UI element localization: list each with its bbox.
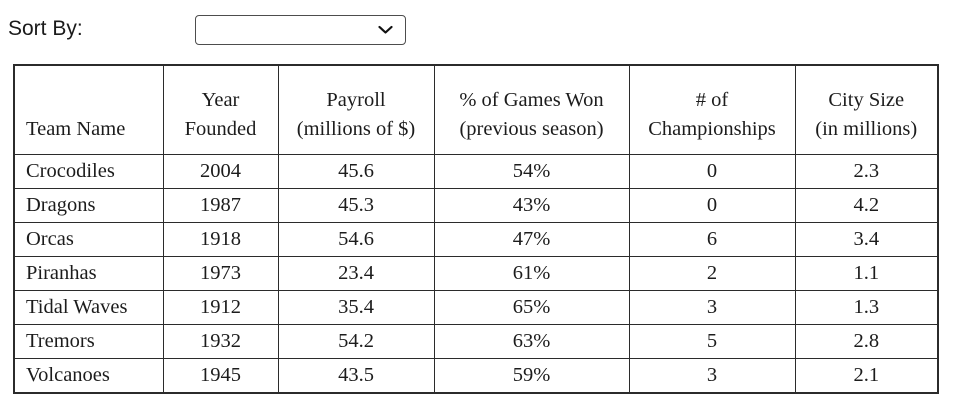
cell-championships: 3: [628, 358, 796, 394]
cell-payroll: 45.6: [277, 154, 435, 189]
cell-championships: 3: [628, 290, 796, 325]
cell-city-size: 1.1: [794, 256, 939, 291]
cell-games-won: 47%: [433, 222, 630, 257]
table-row: Orcas 1918 54.6 47% 6 3.4: [13, 222, 939, 257]
table-row: Tremors 1932 54.2 63% 5 2.8: [13, 324, 939, 359]
cell-games-won: 63%: [433, 324, 630, 359]
table-row: Crocodiles 2004 45.6 54% 0 2.3: [13, 154, 939, 189]
cell-team-name: Tremors: [13, 324, 164, 359]
header-row: Team Name Year Founded Payroll (millions…: [13, 64, 939, 155]
cell-payroll: 43.5: [277, 358, 435, 394]
cell-team-name: Dragons: [13, 188, 164, 223]
cell-games-won: 65%: [433, 290, 630, 325]
table-body: Crocodiles 2004 45.6 54% 0 2.3 Dragons 1…: [13, 154, 939, 394]
cell-team-name: Tidal Waves: [13, 290, 164, 325]
cell-year-founded: 1912: [162, 290, 279, 325]
cell-year-founded: 1973: [162, 256, 279, 291]
cell-city-size: 2.3: [794, 154, 939, 189]
column-header-city-size: City Size (in millions): [794, 64, 939, 155]
table-row: Tidal Waves 1912 35.4 65% 3 1.3: [13, 290, 939, 325]
cell-team-name: Orcas: [13, 222, 164, 257]
cell-championships: 2: [628, 256, 796, 291]
cell-games-won: 61%: [433, 256, 630, 291]
column-header-team-name: Team Name: [13, 64, 164, 155]
cell-city-size: 4.2: [794, 188, 939, 223]
cell-championships: 6: [628, 222, 796, 257]
cell-payroll: 35.4: [277, 290, 435, 325]
cell-city-size: 2.1: [794, 358, 939, 394]
cell-championships: 5: [628, 324, 796, 359]
cell-city-size: 1.3: [794, 290, 939, 325]
cell-payroll: 54.6: [277, 222, 435, 257]
cell-year-founded: 2004: [162, 154, 279, 189]
cell-payroll: 45.3: [277, 188, 435, 223]
cell-year-founded: 1945: [162, 358, 279, 394]
cell-games-won: 54%: [433, 154, 630, 189]
sort-by-select-wrap: [195, 15, 406, 45]
cell-year-founded: 1987: [162, 188, 279, 223]
cell-year-founded: 1918: [162, 222, 279, 257]
cell-championships: 0: [628, 154, 796, 189]
sort-by-select[interactable]: [195, 15, 406, 45]
cell-team-name: Volcanoes: [13, 358, 164, 394]
cell-city-size: 2.8: [794, 324, 939, 359]
column-header-games-won: % of Games Won (previous season): [433, 64, 630, 155]
column-header-payroll: Payroll (millions of $): [277, 64, 435, 155]
column-header-year-founded: Year Founded: [162, 64, 279, 155]
cell-payroll: 23.4: [277, 256, 435, 291]
table-row: Piranhas 1973 23.4 61% 2 1.1: [13, 256, 939, 291]
teams-table: Team Name Year Founded Payroll (millions…: [13, 64, 939, 394]
cell-team-name: Piranhas: [13, 256, 164, 291]
sort-by-label: Sort By:: [8, 17, 83, 40]
cell-games-won: 43%: [433, 188, 630, 223]
cell-city-size: 3.4: [794, 222, 939, 257]
cell-year-founded: 1932: [162, 324, 279, 359]
table-row: Dragons 1987 45.3 43% 0 4.2: [13, 188, 939, 223]
table-row: Volcanoes 1945 43.5 59% 3 2.1: [13, 358, 939, 394]
cell-championships: 0: [628, 188, 796, 223]
cell-team-name: Crocodiles: [13, 154, 164, 189]
column-header-championships: # of Championships: [628, 64, 796, 155]
table-header: Team Name Year Founded Payroll (millions…: [13, 64, 939, 155]
cell-payroll: 54.2: [277, 324, 435, 359]
cell-games-won: 59%: [433, 358, 630, 394]
